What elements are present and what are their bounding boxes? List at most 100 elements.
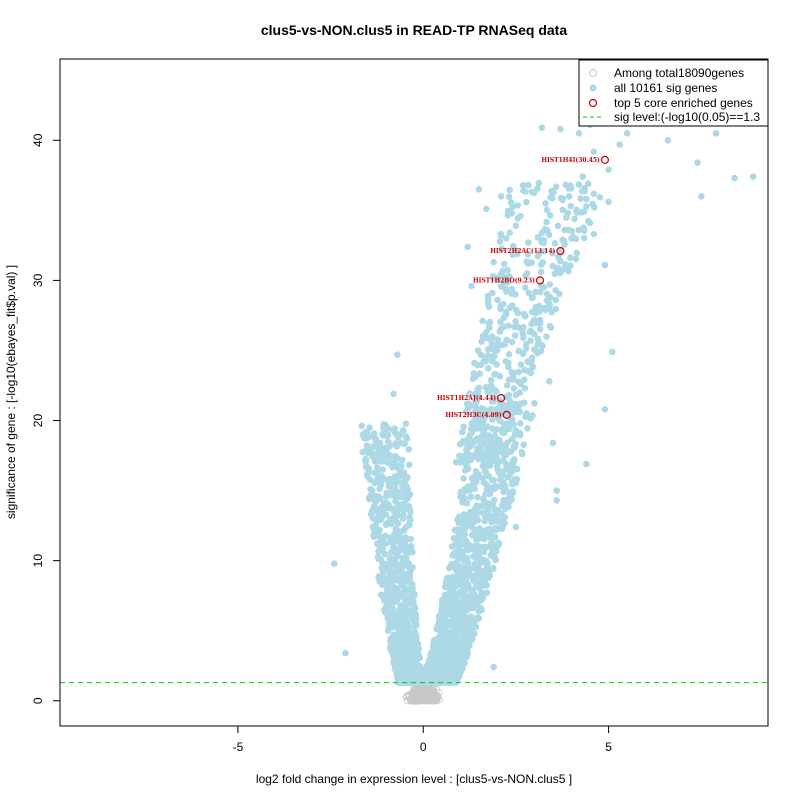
sig-point	[384, 627, 392, 634]
sig-point	[392, 545, 400, 553]
x-tick-label: -5	[233, 740, 244, 754]
sig-point	[517, 400, 525, 408]
sig-outlier-point	[568, 235, 575, 242]
sig-point	[577, 195, 584, 202]
sig-point	[488, 540, 496, 547]
sig-point	[488, 398, 496, 405]
sig-point	[500, 429, 508, 437]
sig-point	[497, 230, 505, 238]
sig-point	[453, 649, 461, 657]
sig-point	[460, 511, 468, 518]
sig-point	[480, 423, 488, 430]
sig-outlier-point	[542, 200, 549, 207]
sig-point	[504, 473, 512, 481]
y-axis-label: significance of gene : [-log10(ebayes_fi…	[4, 265, 18, 519]
sig-point	[406, 565, 414, 572]
sig-point	[515, 378, 522, 386]
sig-point	[502, 393, 510, 401]
sig-point	[521, 366, 528, 374]
sig-point	[544, 227, 551, 234]
sig-point	[526, 328, 533, 336]
sig-point	[546, 322, 554, 330]
sig-point	[474, 493, 481, 501]
sig-point	[500, 323, 508, 331]
sig-point	[501, 260, 508, 268]
sig-point	[395, 660, 403, 667]
sig-point	[480, 428, 487, 436]
top-gene-point	[600, 155, 610, 164]
sig-point	[521, 284, 529, 291]
sig-point	[529, 412, 536, 419]
sig-point	[536, 325, 544, 333]
sig-point	[519, 350, 527, 358]
sig-point	[504, 212, 512, 219]
sig-outlier-point	[698, 193, 705, 200]
sig-point	[474, 389, 482, 396]
sig-point	[434, 635, 442, 643]
sig-point	[536, 308, 543, 315]
sig-point	[364, 473, 372, 480]
sig-point	[427, 651, 435, 658]
sig-point	[395, 606, 403, 614]
sig-point	[393, 635, 401, 642]
sig-point	[503, 235, 510, 242]
x-tick-label: 5	[605, 740, 612, 754]
sig-point	[447, 670, 454, 678]
sig-point	[493, 388, 500, 395]
sig-point	[394, 433, 401, 441]
sig-point	[535, 302, 543, 310]
sig-point	[392, 497, 399, 505]
sig-point	[529, 364, 536, 371]
sig-outlier-point	[605, 198, 612, 206]
sig-point	[445, 574, 453, 582]
sig-point	[512, 291, 519, 298]
sig-point	[387, 640, 395, 648]
sig-point	[524, 358, 531, 365]
nonsig-points-layer	[402, 681, 443, 705]
sig-point	[378, 564, 386, 571]
sig-point	[452, 458, 460, 466]
sig-point	[386, 516, 394, 523]
sig-point	[371, 469, 379, 477]
legend-label-total: Among total18090genes	[614, 66, 744, 80]
sig-point	[476, 585, 483, 592]
sig-point	[487, 501, 494, 509]
sig-point	[414, 642, 421, 649]
sig-point	[449, 610, 457, 617]
sig-outlier-point	[546, 378, 553, 385]
sig-point	[461, 525, 469, 533]
sig-point	[394, 520, 402, 527]
sig-point	[450, 590, 457, 598]
x-axis-label: log2 fold change in expression level : […	[256, 772, 572, 786]
sig-point	[500, 314, 508, 322]
sig-point	[442, 583, 449, 590]
sig-point	[534, 349, 541, 357]
sig-outlier-point	[590, 230, 598, 238]
sig-point	[492, 526, 499, 534]
sig-point	[482, 334, 490, 342]
sig-point	[399, 456, 406, 464]
sig-point	[485, 320, 493, 327]
sig-point	[454, 613, 462, 621]
sig-point	[387, 603, 394, 611]
sig-point	[508, 468, 516, 475]
sig-point	[458, 588, 465, 596]
sig-point	[549, 250, 556, 257]
sig-point	[491, 553, 498, 561]
sig-outlier-point	[664, 137, 672, 144]
sig-point	[404, 625, 411, 632]
sig-point	[459, 498, 466, 506]
sig-point	[490, 476, 497, 484]
top-gene-point	[497, 394, 506, 403]
sig-outlier-point	[694, 159, 701, 166]
sig-point	[392, 665, 400, 672]
sig-point	[473, 474, 481, 482]
sig-point	[479, 594, 487, 602]
sig-point	[518, 327, 526, 335]
sig-point	[439, 655, 447, 663]
sig-point	[407, 535, 415, 543]
sig-point	[473, 425, 480, 432]
sig-point	[376, 485, 383, 493]
sig-outlier-point	[494, 343, 501, 350]
sig-point	[573, 209, 580, 216]
